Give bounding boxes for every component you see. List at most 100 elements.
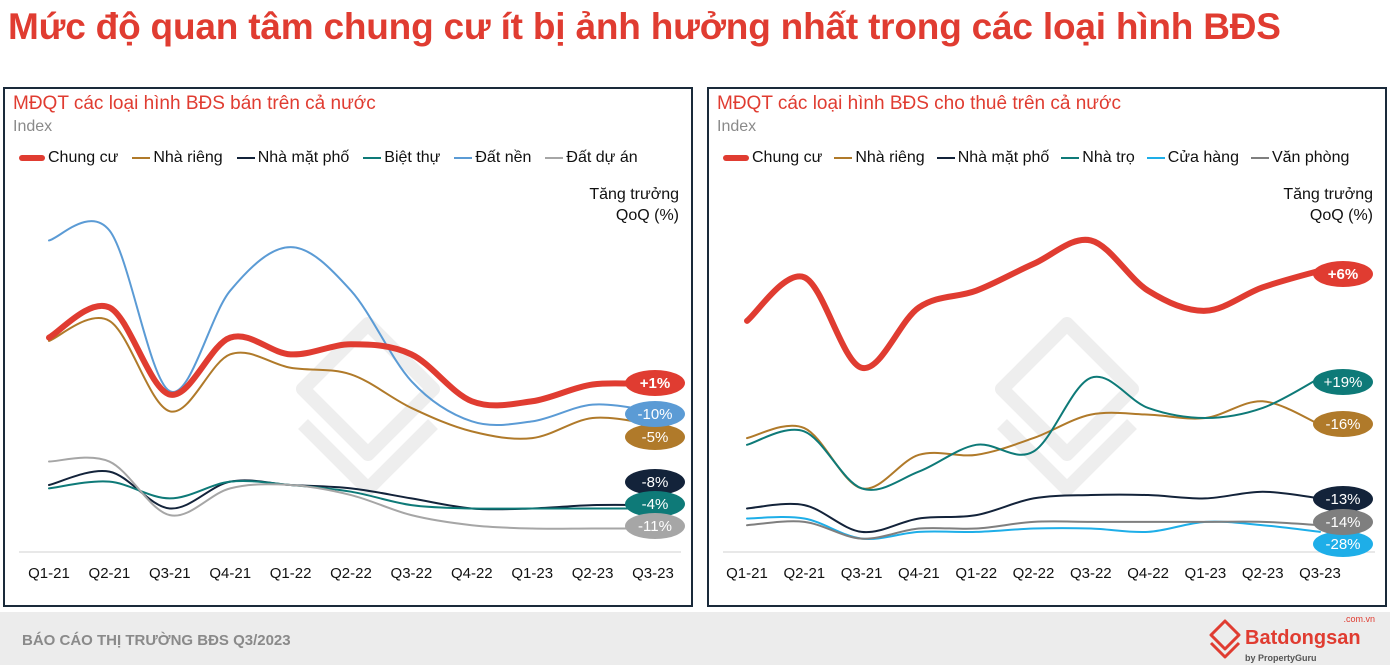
growth-label: Tăng trưởng QoQ (%) [1283, 184, 1373, 226]
chart-title: MĐQT các loại hình BĐS bán trên cả nước [13, 93, 376, 114]
main-title: Mức độ quan tâm chung cư ít bị ảnh hưởng… [8, 6, 1281, 47]
x-tick-label: Q4-22 [1127, 565, 1169, 582]
logo-text: Batdongsan [1245, 627, 1361, 649]
legend-label: Cửa hàng [1167, 149, 1239, 166]
x-tick-label: Q1-23 [511, 565, 553, 582]
legend-label: Chung cư [48, 149, 119, 166]
line-chart: Q1-21 Q2-21 Q3-21 Q4-21 Q1-22 Q2-22 Q3-22 Q4-22… [19, 220, 685, 582]
legend-swatch [236, 157, 255, 159]
batdongsan-logo: .com.vn Batdongsan by PropertyGuru [1209, 614, 1375, 663]
legend-label: Văn phòng [1271, 149, 1350, 166]
growth-badge-dat-du-an: -11% [625, 513, 685, 539]
legend-label: Nhà riêng [153, 149, 223, 166]
legend-item-nha-tro: Nhà trọ [1061, 149, 1135, 167]
report-name: BÁO CÁO THỊ TRƯỜNG BĐS Q3/2023 [22, 632, 291, 649]
x-tick-label: Q1-22 [270, 565, 312, 582]
growth-label-line1: Tăng trưởng [589, 186, 679, 203]
x-tick-label: Q3-21 [841, 565, 883, 582]
growth-badge-chung-cu: +6% [1313, 261, 1373, 287]
x-tick-label: Q1-22 [955, 565, 997, 582]
legend-item-nha-rieng: Nhà riêng [834, 149, 925, 167]
growth-badge-dat-nen: -10% [625, 401, 685, 427]
legend: Chung cư Nhà riêng Nhà mặt phố Biệt thự Đất … [19, 149, 638, 167]
legend: Chung cư Nhà riêng Nhà mặt phố Nhà trọ Cửa h… [723, 149, 1349, 167]
footer: BÁO CÁO THỊ TRƯỜNG BĐS Q3/2023 .com.vn B… [0, 612, 1390, 665]
legend-item-nha-rieng: Nhà riêng [132, 149, 223, 167]
growth-badge-nha-rieng: -5% [625, 424, 685, 450]
x-tick-label: Q1-23 [1185, 565, 1227, 582]
legend-item-cua-hang: Cửa hàng [1146, 149, 1239, 167]
legend-item-nha-mat-pho: Nhà mặt phố [936, 149, 1050, 167]
series-line-chung-cu [46, 302, 656, 409]
growth-badge-nha-mat-pho: -8% [625, 469, 685, 495]
legend-swatch [1146, 157, 1165, 159]
legend-label: Nhà trọ [1082, 149, 1135, 166]
chart-unit: Index [717, 118, 757, 135]
x-tick-label: Q2-23 [1242, 565, 1284, 582]
legend-label: Biệt thự [384, 149, 441, 166]
legend-item-biet-thu: Biệt thự [363, 149, 440, 167]
legend-label: Nhà riêng [855, 149, 925, 166]
growth-label: Tăng trưởng QoQ (%) [589, 184, 679, 226]
legend-swatch [363, 157, 382, 159]
legend-item-nha-mat-pho: Nhà mặt phố [236, 149, 349, 167]
legend-swatch [936, 157, 955, 159]
x-tick-label: Q2-23 [572, 565, 614, 582]
growth-value: -13% [1325, 491, 1360, 508]
growth-value: -16% [1325, 416, 1360, 433]
x-tick-label: Q4-21 [898, 565, 940, 582]
x-tick-label: Q2-22 [330, 565, 372, 582]
legend-label: Đất nền [475, 149, 532, 166]
growth-value: +6% [1328, 266, 1358, 283]
growth-value: -14% [1325, 514, 1360, 531]
growth-value: +19% [1324, 374, 1363, 391]
legend-item-chung-cu: Chung cư [723, 149, 822, 167]
logo-mark-icon [1209, 619, 1241, 659]
legend-item-chung-cu: Chung cư [19, 149, 118, 167]
growth-badge-nha-mat-pho: -13% [1313, 486, 1373, 512]
x-tick-label: Q3-21 [149, 565, 191, 582]
series-line-dat-nen [48, 220, 654, 427]
sale-chart-panel: MĐQT các loại hình BĐS bán trên cả nước … [3, 87, 693, 607]
x-tick-label: Q1-21 [28, 565, 70, 582]
legend-label: Chung cư [752, 149, 823, 166]
series-line-chung-cu [744, 236, 1323, 371]
legend-label: Đất dự án [566, 149, 638, 166]
chart-unit: Index [13, 118, 53, 135]
x-tick-label: Q1-21 [726, 565, 768, 582]
legend-swatch [19, 155, 45, 161]
series-line-nha-tro [746, 375, 1321, 491]
chart-title: MĐQT các loại hình BĐS cho thuê trên cả … [717, 93, 1121, 114]
growth-value: -28% [1325, 536, 1360, 553]
growth-value: -8% [642, 474, 669, 491]
growth-value: +1% [640, 375, 670, 392]
x-tick-label: Q4-22 [451, 565, 493, 582]
growth-value: -10% [637, 406, 672, 423]
growth-label-line2: QoQ (%) [1309, 207, 1373, 224]
x-tick-label: Q2-21 [783, 565, 825, 582]
growth-badge-nha-rieng: -16% [1313, 411, 1373, 437]
series-line-nha-mat-pho [746, 490, 1321, 534]
growth-label-line2: QoQ (%) [615, 207, 679, 224]
legend-item-dat-nen: Đất nền [454, 149, 531, 167]
rent-chart-panel: MĐQT các loại hình BĐS cho thuê trên cả … [707, 87, 1387, 607]
series-line-cua-hang [746, 516, 1321, 540]
x-tick-label: Q3-23 [1299, 565, 1341, 582]
series-line-nha-rieng [48, 317, 654, 440]
legend-swatch [132, 157, 151, 159]
legend-swatch [1061, 157, 1080, 159]
legend-label: Nhà mặt phố [957, 149, 1050, 166]
legend-swatch [545, 157, 564, 159]
x-tick-label: Q4-21 [209, 565, 251, 582]
growth-badge-nha-tro: +19% [1313, 369, 1373, 395]
x-tick-label: Q3-22 [391, 565, 433, 582]
growth-badge-cua-hang: -28% [1313, 531, 1373, 557]
legend-swatch [454, 157, 473, 159]
line-chart: Q1-21 Q2-21 Q3-21 Q4-21 Q1-22 Q2-22 Q3-22 Q4-22… [723, 236, 1375, 582]
legend-swatch [834, 157, 853, 159]
growth-badge-biet-thu: -4% [625, 491, 685, 517]
growth-value: -11% [638, 518, 672, 535]
growth-value: -5% [642, 429, 669, 446]
x-tick-label: Q2-22 [1013, 565, 1055, 582]
legend-swatch [723, 155, 749, 161]
